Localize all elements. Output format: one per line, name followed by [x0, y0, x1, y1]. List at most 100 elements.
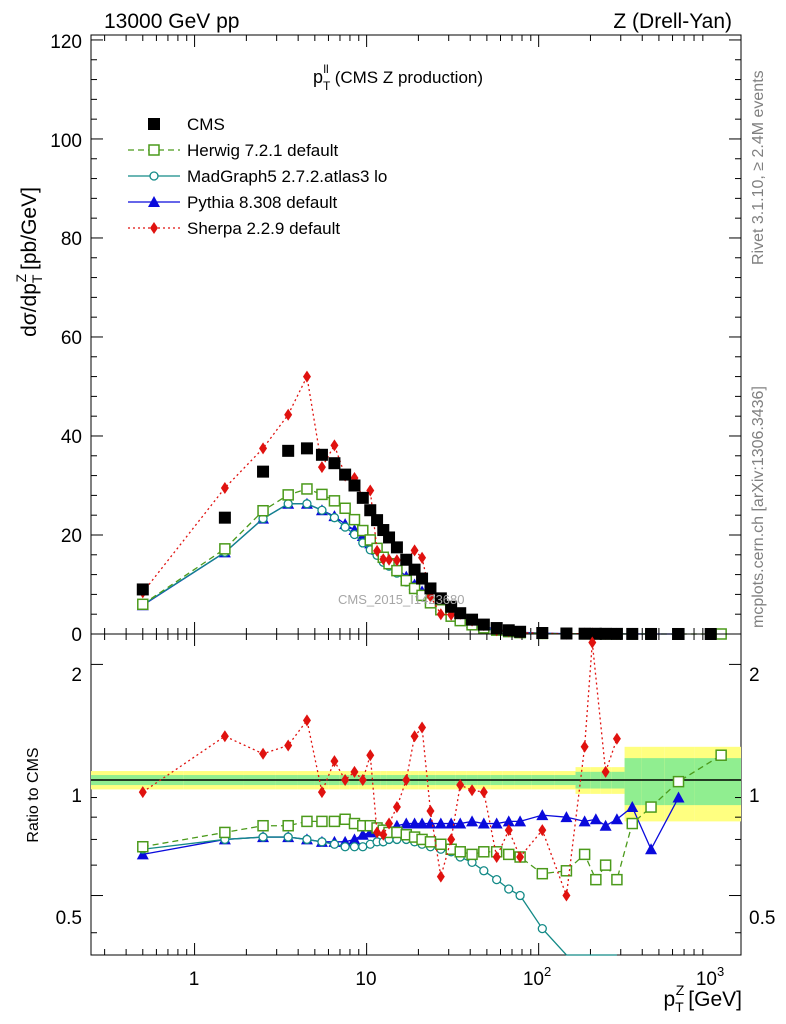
pythia-ratio-point — [466, 815, 479, 827]
cms-top-point — [282, 444, 295, 457]
madgraph5-ratio-point — [479, 866, 489, 876]
herwig-ratio-point — [626, 817, 639, 830]
madgraph5-ratio-point — [358, 842, 368, 852]
herwig-top-point — [219, 543, 231, 555]
sherpa-top-point — [259, 442, 268, 455]
band-inner-segment — [641, 758, 665, 806]
sherpa-ratio-point — [580, 740, 589, 753]
pythia-ratio-point — [477, 817, 490, 829]
sherpa-top-point — [302, 370, 311, 383]
legend-marker — [149, 171, 159, 181]
sherpa-top-point — [436, 608, 445, 621]
pythia-ratio-point — [348, 833, 361, 845]
herwig-ratio-point — [599, 859, 612, 871]
top-data-layer — [136, 370, 727, 640]
cms-top-point — [383, 531, 396, 544]
plot-title-p: p — [313, 67, 323, 87]
legend-marker — [148, 196, 160, 207]
sherpa-ratio-point — [259, 747, 268, 760]
sherpa-ratio-point — [436, 870, 445, 883]
herwig-top-point — [328, 495, 341, 507]
sherpa-ratio-point — [302, 714, 311, 727]
cms-top-point — [454, 607, 467, 620]
top-ylabel-sup: Z — [13, 274, 29, 283]
sherpa-ratio-point — [426, 805, 435, 818]
sherpa-ratio-point — [341, 773, 350, 786]
sherpa-top-point — [373, 544, 382, 557]
top-ytick-60: 60 — [61, 328, 82, 349]
xtick-1000-exp: 3 — [717, 964, 724, 979]
sherpa-ratio-point — [418, 721, 427, 734]
pythia-ratio-point — [454, 817, 467, 829]
sherpa-ratio-point — [317, 786, 326, 799]
top-ytick-40: 40 — [61, 427, 82, 448]
xtick-100-exp: 2 — [544, 964, 551, 979]
legend-label: Pythia 8.308 default — [187, 193, 338, 212]
sherpa-top-point — [317, 461, 326, 474]
pythia-ratio-point — [599, 819, 612, 831]
pythia-ratio-point — [400, 817, 413, 829]
top-panel: 0 20 40 60 80 100 120 dσ/dpTZ[pb/GeV] pT… — [13, 32, 742, 646]
herwig-top-point — [137, 598, 149, 611]
x-axis-label: pTZ [GeV] — [663, 982, 742, 1015]
herwig-top-point — [400, 574, 413, 587]
pythia-ratio-point — [589, 813, 602, 825]
sherpa-top-point — [220, 481, 229, 494]
herwig-ratio-point — [611, 873, 623, 886]
sherpa-ratio-point — [373, 826, 382, 839]
herwig-ratio-point — [454, 846, 466, 858]
cms-top-point — [390, 541, 403, 554]
herwig-top-point — [339, 502, 351, 515]
header-right: Z (Drell-Yan) — [613, 10, 732, 33]
madgraph5-ratio-point — [302, 834, 312, 845]
herwig-top-point — [364, 534, 377, 546]
cms-top-point — [348, 479, 361, 492]
herwig-ratio-point — [316, 815, 328, 828]
xlabel-sup: Z — [676, 982, 685, 998]
madgraph5-ratio-point — [329, 839, 340, 849]
sherpa-ratio-point — [284, 739, 293, 752]
herwig-ratio-point — [560, 865, 573, 877]
cms-top-point — [257, 465, 270, 478]
herwig-top-point — [416, 589, 428, 602]
herwig-ratio-point — [466, 848, 478, 861]
plot-title-sub: T — [323, 79, 331, 93]
madgraph5-ratio-point — [317, 837, 327, 847]
cms-top-point — [339, 468, 352, 481]
side-label-top: Rivet 3.1.10, ≥ 2.4M events — [750, 70, 767, 265]
herwig-top-point — [282, 489, 294, 501]
madgraph5-ratio-point — [340, 842, 350, 852]
sherpa-top-point — [392, 554, 401, 567]
cms-top-point — [371, 514, 384, 527]
sherpa-ratio-line — [142, 642, 618, 896]
bottom-data-layer — [136, 636, 727, 956]
pythia-ratio-point — [672, 791, 685, 803]
herwig-ratio-point — [715, 749, 727, 761]
madgraph5-top-point — [302, 499, 312, 509]
legend: CMS Herwig 7.2.1 default MadGraph5 2.7.2.a… — [128, 115, 387, 238]
cms-top-point — [218, 511, 231, 524]
sherpa-ratio-point — [538, 824, 547, 837]
pythia-ratio-point — [610, 813, 623, 825]
ratio-uncertainty-band — [91, 746, 741, 822]
sherpa-ratio-point — [366, 749, 375, 762]
sherpa-ratio-point — [447, 833, 456, 846]
herwig-ratio-point — [328, 815, 341, 828]
sherpa-ratio-point — [350, 765, 359, 778]
madgraph5-top-point — [329, 513, 340, 523]
sherpa-top-point — [418, 551, 427, 564]
top-ylabel-main: dσ/dp — [18, 283, 41, 337]
herwig-ratio-point — [301, 815, 313, 828]
pythia-ratio-point — [536, 809, 549, 821]
madgraph5-top-point — [317, 505, 327, 515]
sherpa-ratio-point — [330, 755, 339, 768]
herwig-ratio-point — [672, 775, 685, 788]
bottom-axis-ticks — [91, 634, 741, 955]
herwig-top-point — [408, 582, 421, 595]
plot-title-sup: ll — [323, 62, 328, 76]
legend-marker — [148, 118, 160, 130]
madgraph5-ratio-point — [349, 842, 360, 852]
herwig-ratio-point — [590, 873, 602, 886]
herwig-top-point — [348, 513, 361, 526]
